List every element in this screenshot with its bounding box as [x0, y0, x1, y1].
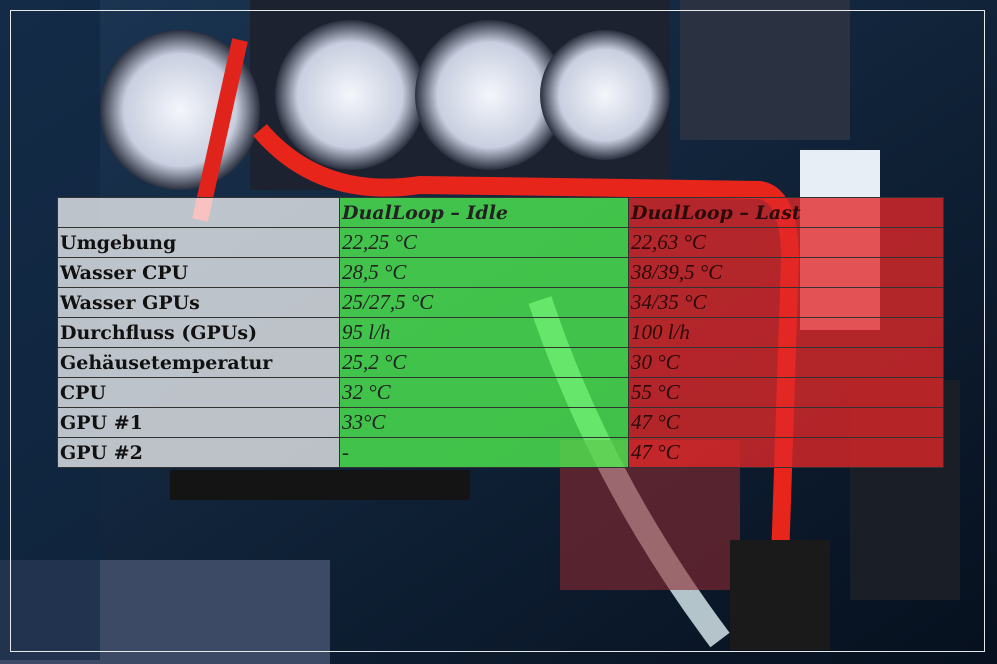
value-cell: 32 °C	[339, 377, 629, 408]
value-cell: 47 °C	[628, 407, 944, 438]
value-cell: 38/39,5 °C	[628, 257, 944, 288]
table-row: GPU #2-47 °C	[57, 437, 944, 468]
table-row: Wasser CPU 28,5 °C 38/39,5 °C	[57, 257, 944, 288]
frame	[10, 10, 985, 652]
value-cell: 25/27,5 °C	[339, 287, 629, 318]
row-label: GPU #1	[57, 407, 340, 438]
header-row: DualLoop – Idle DualLoop – Last	[57, 197, 944, 228]
value-cell: -	[339, 437, 629, 468]
value-cell: 25,2 °C	[339, 347, 629, 378]
value-cell: 33°C	[339, 407, 629, 438]
table-row: Wasser GPUs 25/27,5 °C 34/35 °C	[57, 287, 944, 318]
row-label: Durchfluss (GPUs)	[57, 317, 340, 348]
value-cell: 47 °C	[628, 437, 944, 468]
header-cell	[57, 197, 340, 228]
table-row: Durchfluss (GPUs) 95 l/h 100 l/h	[57, 317, 944, 348]
value-cell: 55 °C	[628, 377, 944, 408]
value-cell: 100 l/h	[628, 317, 944, 348]
header-cell: DualLoop – Idle	[339, 197, 629, 228]
table-row: GPU #1 33°C 47 °C	[57, 407, 944, 438]
row-label: Gehäusetemperatur	[57, 347, 340, 378]
row-label: GPU #2	[57, 437, 340, 468]
value-cell: 28,5 °C	[339, 257, 629, 288]
table-row: Gehäusetemperatur 25,2 °C 30 °C	[57, 347, 944, 378]
header-cell: DualLoop – Last	[628, 197, 944, 228]
value-cell: 34/35 °C	[628, 287, 944, 318]
row-label: Umgebung	[57, 227, 340, 258]
row-label: CPU	[57, 377, 340, 408]
table-row: CPU 32 °C 55 °C	[57, 377, 944, 408]
value-cell: 30 °C	[628, 347, 944, 378]
value-cell: 22,25 °C	[339, 227, 629, 258]
value-cell: 22,63 °C	[628, 227, 944, 258]
value-cell: 95 l/h	[339, 317, 629, 348]
table-row: Umgebung 22,25 °C 22,63 °C	[57, 227, 944, 258]
comparison-table: DualLoop – Idle DualLoop – Last Umgebung 22…	[57, 197, 944, 468]
row-label: Wasser CPU	[57, 257, 340, 288]
row-label: Wasser GPUs	[57, 287, 340, 318]
